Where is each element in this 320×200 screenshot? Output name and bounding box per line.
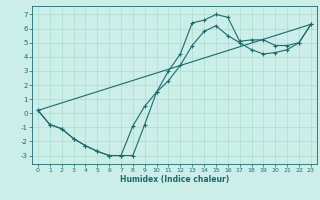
- X-axis label: Humidex (Indice chaleur): Humidex (Indice chaleur): [120, 175, 229, 184]
